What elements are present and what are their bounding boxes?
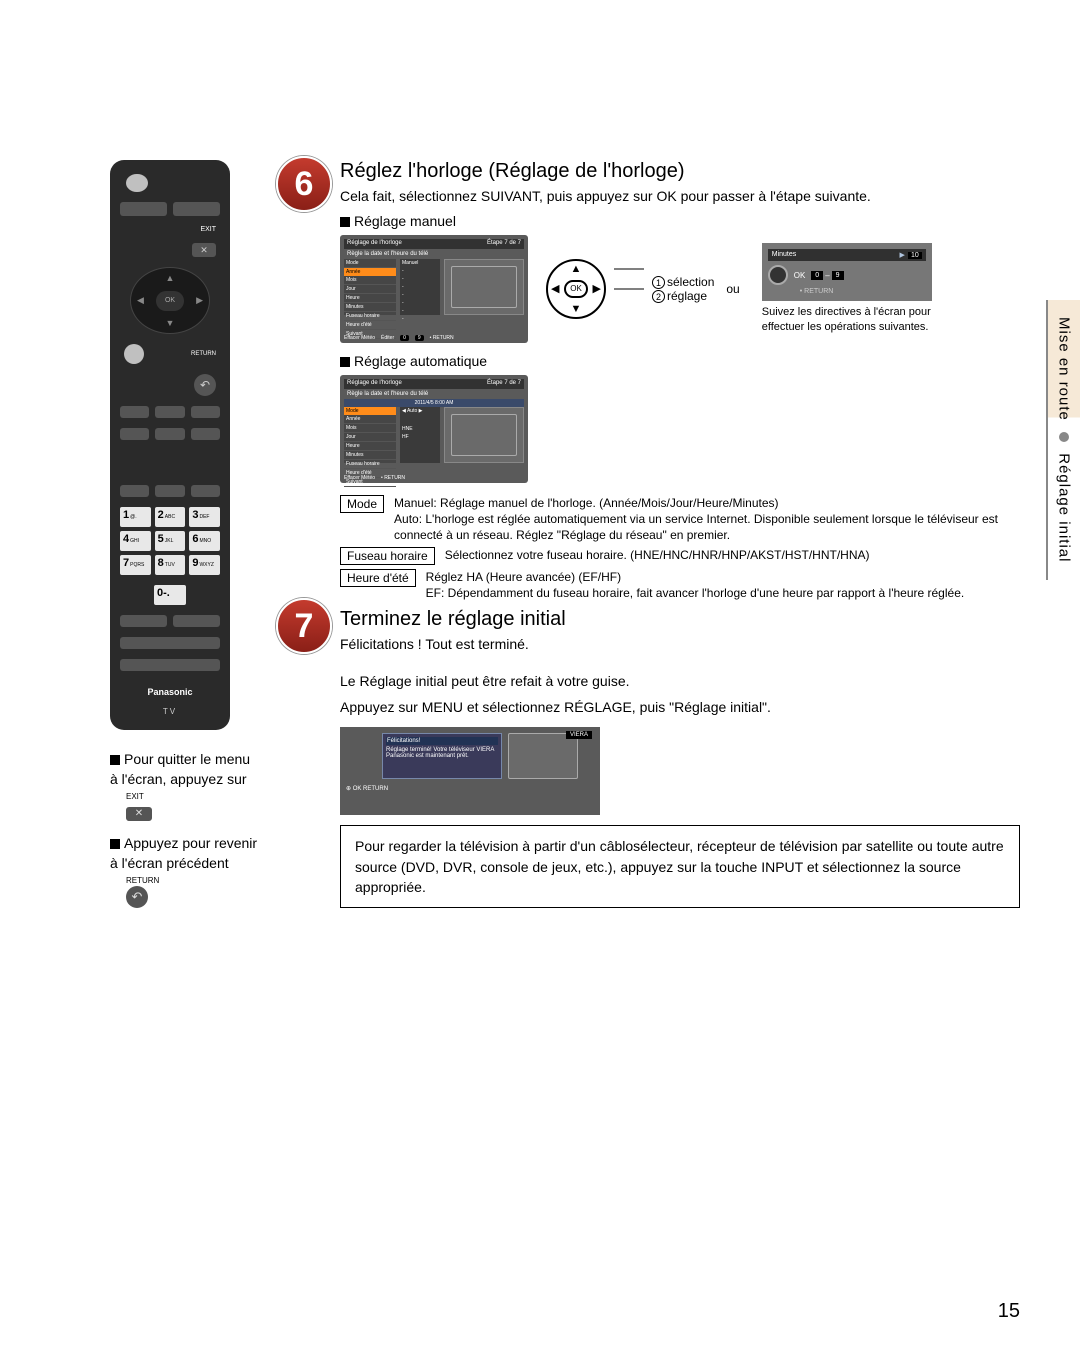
congrats-figure: VIERA Félicitations! Réglage terminé! Vo…: [340, 727, 600, 815]
return-mini-label: RETURN: [126, 875, 260, 886]
screen-auto: Réglage de l'horlogeÉtape 7 de 7 Règle l…: [340, 375, 528, 483]
dpad-figure: ▲ ▼ ◀ ▶ OK: [546, 259, 606, 319]
bullet-icon: [110, 755, 120, 765]
step6-title: Réglez l'horloge (Réglage de l'horloge): [340, 160, 1020, 183]
remote-column: EXIT ✕ ▲ ▼ ◀ ▶ OK RETURN ↶ 1@. 2: [110, 160, 260, 920]
screen-manual: Réglage de l'horlogeÉtape 7 de 7 Règle l…: [340, 235, 528, 343]
brand-label: Panasonic: [147, 687, 192, 697]
step7-line1: Félicitations ! Tout est terminé.: [340, 635, 1020, 655]
page: Mise en route Réglage initial EXIT ✕ ▲ ▼…: [0, 0, 1080, 1353]
key-7: 7PQRS: [120, 555, 151, 575]
key-9: 9WXYZ: [189, 555, 220, 575]
step-6-badge: 6: [276, 156, 332, 212]
remote-notes: Pour quitter le menu à l'écran, appuyez …: [110, 750, 260, 908]
dpad: ▲ ▼ ◀ ▶ OK: [130, 267, 210, 334]
dpad-up-icon: ▲: [166, 273, 175, 283]
zero-row: 0-.: [120, 585, 220, 605]
return-button: ↶: [194, 374, 216, 396]
step-7-badge: 7: [276, 598, 332, 654]
dpad-down-icon: ▼: [166, 318, 175, 328]
key-2: 2ABC: [155, 507, 186, 527]
exit-button: ✕: [192, 243, 216, 257]
side-tab-part2: Réglage initial: [1056, 454, 1073, 563]
key-3: 3DEF: [189, 507, 220, 527]
popup-caption: Suivez les directives à l'écran pour eff…: [762, 305, 942, 334]
key-1: 1@.: [120, 507, 151, 527]
dpad-left-icon: ◀: [137, 295, 144, 306]
term-heure-ete: Heure d'été: [340, 569, 416, 587]
step7-line2: Le Réglage initial peut être refait à vo…: [340, 672, 1020, 692]
numpad: 1@. 2ABC 3DEF 4GHI 5JKL 6MNO 7PQRS 8TUV …: [120, 507, 220, 575]
side-tab: Mise en route Réglage initial: [1046, 300, 1080, 580]
key-6: 6MNO: [189, 531, 220, 551]
quit-text: Pour quitter le menu à l'écran, appuyez …: [110, 751, 250, 787]
def-mode: Mode Manuel: Réglage manuel de l'horloge…: [340, 495, 1020, 544]
option-button: [124, 344, 144, 364]
key-4: 4GHI: [120, 531, 151, 551]
def-fuseau: Fuseau horaire Sélectionnez votre fuseau…: [340, 547, 1020, 565]
step6-text: Cela fait, sélectionnez SUIVANT, puis ap…: [340, 187, 1020, 207]
side-tab-text: Mise en route Réglage initial: [1056, 317, 1073, 562]
arrow-down-icon: ▼: [571, 303, 582, 315]
arrow-right-icon: ▶: [593, 282, 601, 295]
key-0: 0-.: [154, 585, 186, 605]
ok-figure: OK: [564, 280, 588, 298]
desc-mode: Manuel: Réglage manuel de l'horloge. (An…: [394, 495, 1020, 544]
exit-label: EXIT: [120, 226, 220, 233]
side-tab-dot: [1059, 432, 1069, 442]
tv-label: TV: [163, 707, 177, 716]
callout-lines: [614, 259, 644, 319]
return-label: RETURN: [191, 351, 216, 357]
ok-button: OK: [156, 291, 184, 311]
power-button: [126, 174, 148, 192]
content-area: Réglez l'horloge (Réglage de l'horloge) …: [310, 160, 1020, 908]
term-mode: Mode: [340, 495, 384, 513]
key-8: 8TUV: [155, 555, 186, 575]
bullet-icon: [110, 839, 120, 849]
auto-heading: Réglage automatique: [340, 353, 1020, 369]
dpad-notes: 1sélection 2réglage: [652, 275, 714, 303]
step7-title: Terminez le réglage initial: [340, 608, 1020, 631]
return-icon: ↶: [126, 886, 148, 908]
desc-heure-ete: Réglez HA (Heure avancée) (EF/HF) EF: Dé…: [426, 569, 1020, 601]
exit-mini-label: EXIT: [126, 791, 260, 802]
back-text: Appuyez pour revenir à l'écran précédent: [110, 835, 257, 871]
exit-icon: ✕: [126, 807, 152, 821]
remote-control: EXIT ✕ ▲ ▼ ◀ ▶ OK RETURN ↶ 1@. 2: [110, 160, 230, 730]
manual-figure-row: Réglage de l'horlogeÉtape 7 de 7 Règle l…: [340, 235, 1020, 343]
input-note-box: Pour regarder la télévision à partir d'u…: [340, 825, 1020, 908]
side-tab-part1: Mise en route: [1056, 317, 1073, 421]
manual-heading: Réglage manuel: [340, 213, 1020, 229]
key-5: 5JKL: [155, 531, 186, 551]
ou-label: ou: [726, 282, 739, 296]
arrow-left-icon: ◀: [551, 282, 559, 295]
step7-line3: Appuyez sur MENU et sélectionnez RÉGLAGE…: [340, 698, 1020, 718]
popup-block: Minutes ▶10 OK 0–9 • RETURN Suivez les d…: [762, 243, 942, 334]
arrow-up-icon: ▲: [571, 263, 582, 275]
def-heure-ete: Heure d'été Réglez HA (Heure avancée) (E…: [340, 569, 1020, 601]
viera-label: VIERA: [566, 731, 592, 739]
popup-figure: Minutes ▶10 OK 0–9 • RETURN: [762, 243, 932, 301]
dpad-right-icon: ▶: [196, 295, 203, 306]
desc-fuseau: Sélectionnez votre fuseau horaire. (HNE/…: [445, 547, 1020, 563]
page-number: 15: [998, 1300, 1020, 1323]
wheel-icon: [768, 265, 788, 285]
term-fuseau: Fuseau horaire: [340, 547, 435, 565]
